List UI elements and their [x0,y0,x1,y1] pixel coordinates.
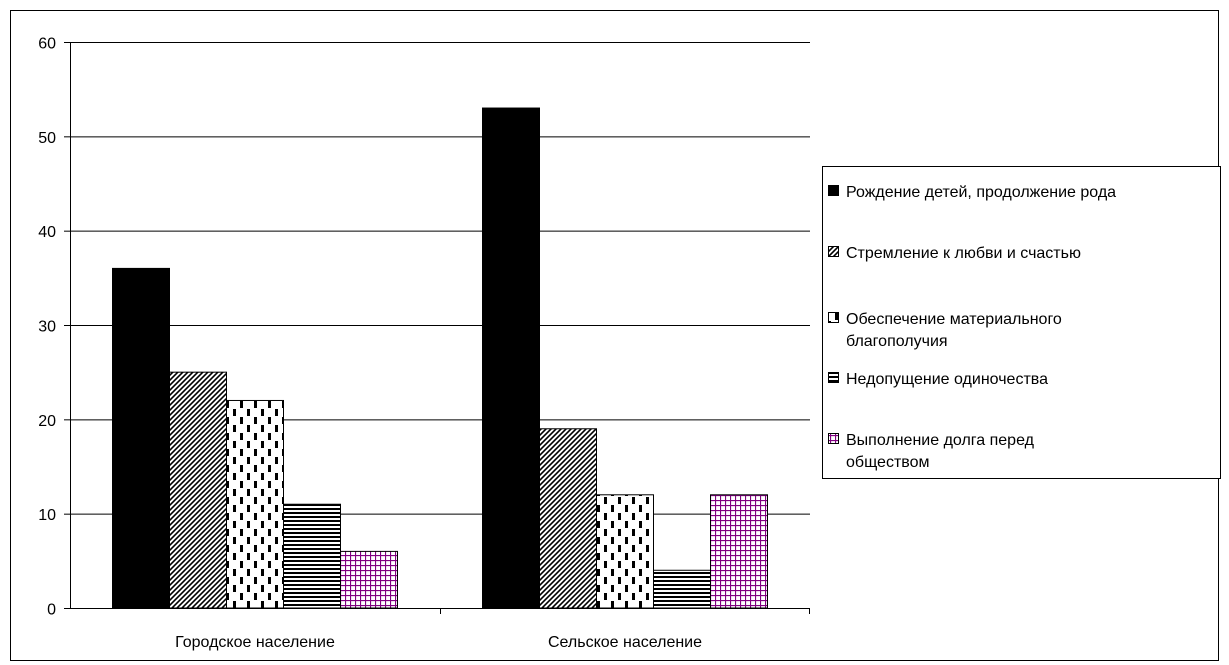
legend-swatch-4 [828,372,839,383]
legend-swatch-2 [828,246,839,257]
y-tick-label: 10 [38,507,56,524]
x-category-label: Городское население [175,634,335,651]
bar-series-2-category-1 [169,371,227,609]
bars-group [112,107,768,609]
bar-series-5-category-1 [340,550,398,609]
bar-series-4-category-1 [283,503,341,609]
bar-series-3-category-1 [226,399,284,609]
bar-series-2-category-2 [539,428,597,609]
legend-swatch-3 [828,312,839,323]
y-axis: 0 10 20 30 40 50 60 [38,36,71,619]
y-tick-label: 40 [38,224,56,241]
y-tick-label: 60 [38,36,56,53]
legend-label-5: Выполнение долга перед обществом [846,432,1035,471]
legend-label-1: Рождение детей, продолжение рода [846,184,1116,201]
bar-series-5-category-2 [710,494,768,609]
bar-series-3-category-2 [596,494,654,609]
y-tick-label: 30 [38,319,56,336]
legend-label-4: Недопущение одиночества [846,371,1048,388]
bar-series-1-category-1 [112,267,170,609]
legend: Рождение детей, продолжение рода Стремлен… [822,166,1221,479]
y-tick-label: 0 [47,602,56,619]
bar-series-4-category-2 [653,569,711,609]
y-tick-label: 50 [38,130,56,147]
legend-swatch-1 [828,185,839,196]
legend-label-3: Обеспечение материального благополучия [846,311,1062,350]
legend-swatch-5 [828,433,839,444]
legend-label-2: Стремление к любви и счастью [846,245,1081,262]
x-axis: Городское население Сельское население [70,608,810,651]
y-tick-label: 20 [38,413,56,430]
x-category-label: Сельское население [548,634,702,651]
legend-box [822,166,1221,479]
bar-series-1-category-2 [482,107,540,609]
